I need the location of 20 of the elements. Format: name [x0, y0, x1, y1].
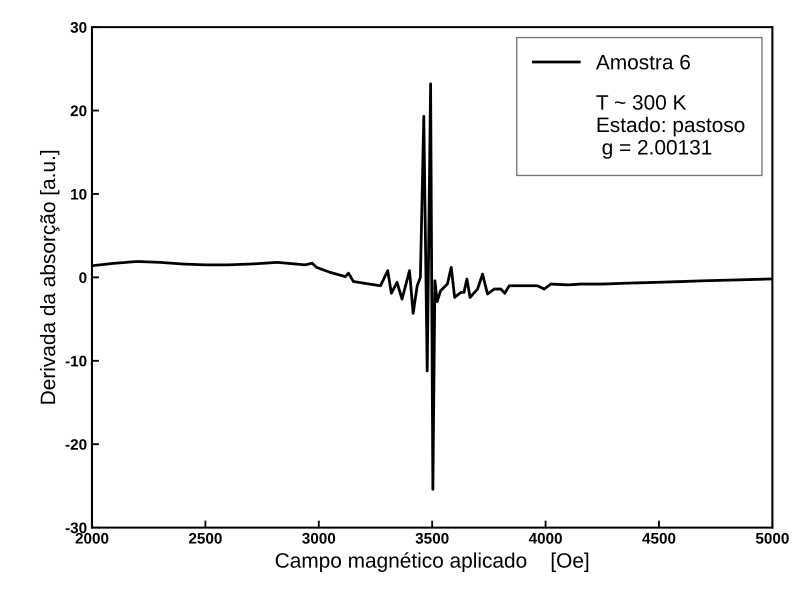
x-axis-title: Campo magnético aplicado [Oe] [276, 552, 588, 572]
annotation: g = 2.00131 [602, 140, 712, 159]
y-axis-title: Derivada da absorção [a.u.] [40, 150, 60, 404]
annotation: Estado: pastoso [598, 116, 744, 136]
legend-label: Amostra 6 [596, 54, 690, 70]
y-tick-label: 10 [71, 188, 86, 200]
y-tick-label: 30 [70, 22, 86, 33]
y-tick-label: 20 [70, 105, 86, 116]
y-tick-label: -30 [66, 522, 87, 534]
x-tick-label: 3500 [416, 532, 449, 544]
annotation: T ~ 300 K [596, 95, 686, 110]
y-tick-label: -10 [66, 356, 87, 366]
x-tick-label: 5000 [756, 532, 789, 544]
y-tick-label: -20 [66, 439, 87, 450]
x-tick-label: 2500 [188, 532, 222, 544]
x-tick-label: 3000 [302, 532, 336, 544]
y-tick-label: 0 [79, 272, 86, 284]
x-tick-label: 4500 [642, 532, 676, 544]
x-tick-label: 2000 [76, 532, 108, 544]
x-tick-label: 4000 [528, 532, 562, 544]
